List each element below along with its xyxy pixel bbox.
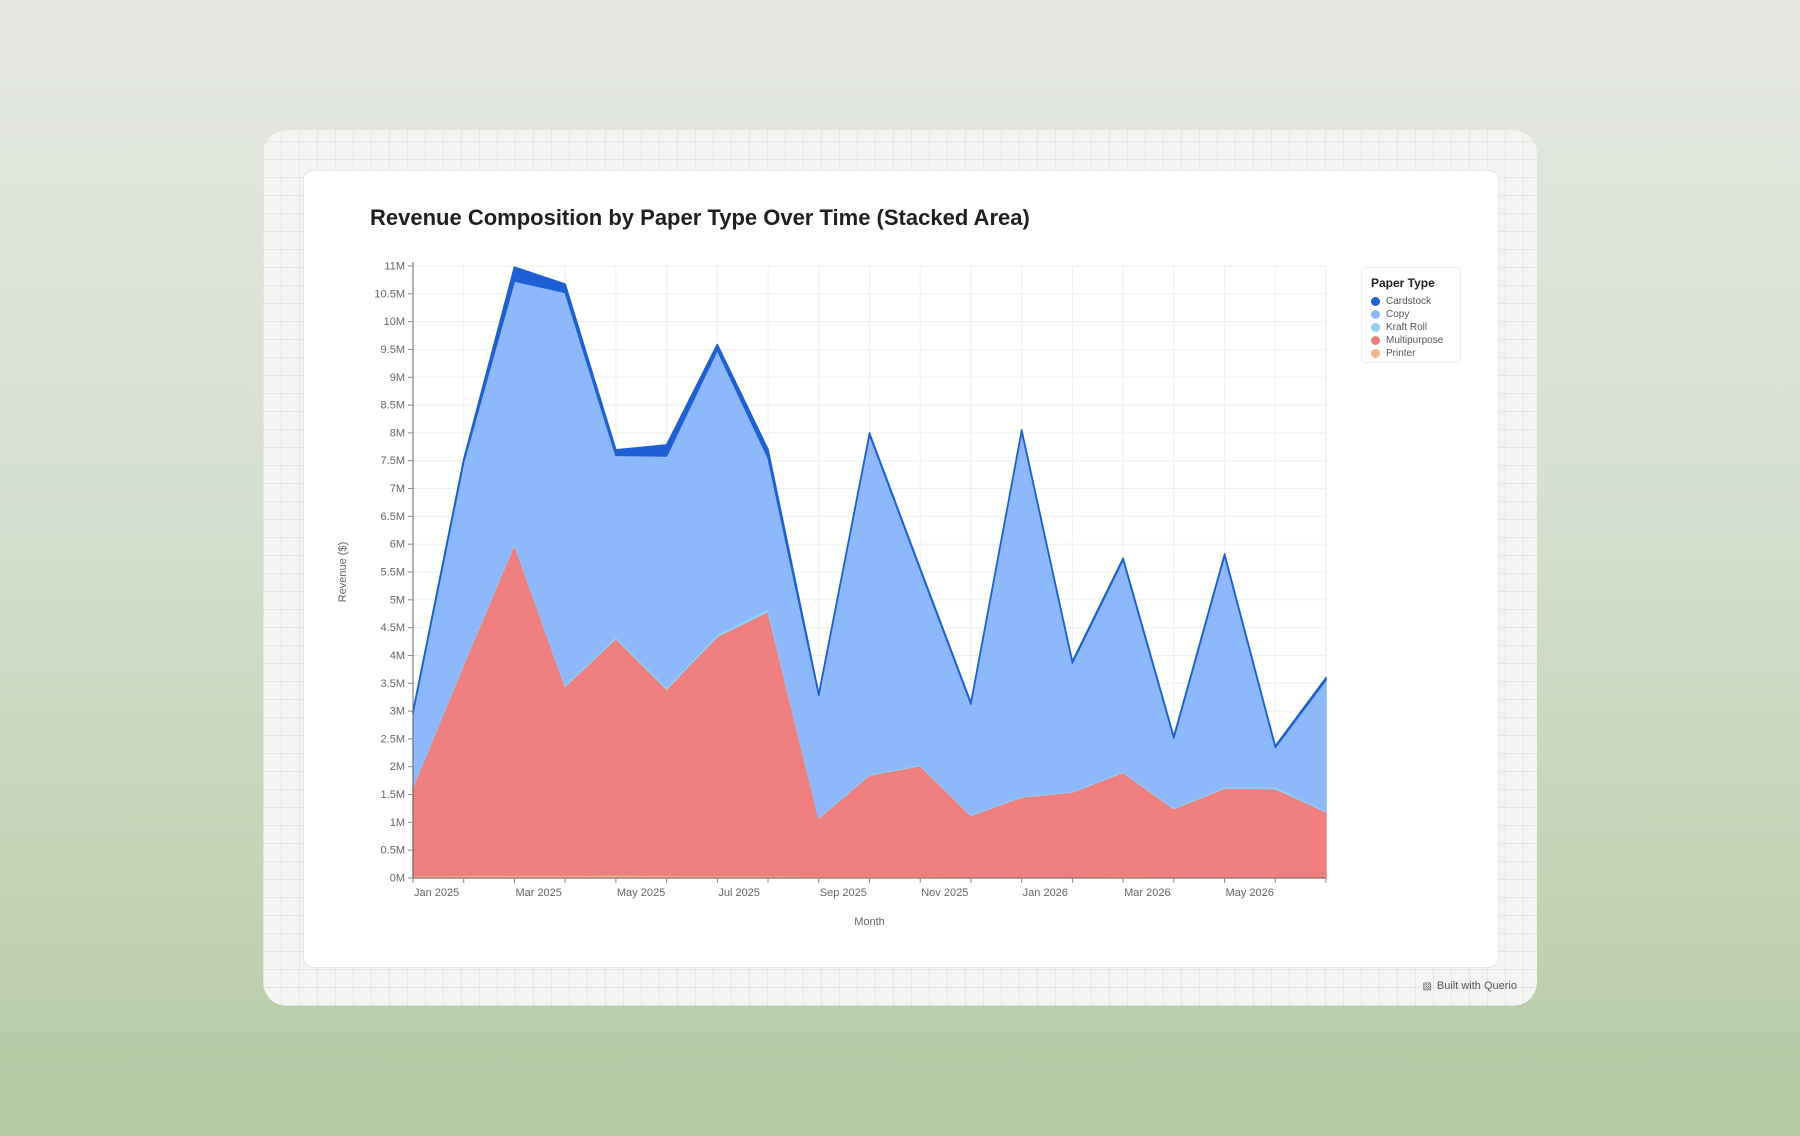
x-tick-label: Mar 2025: [515, 887, 561, 899]
y-tick-label: 0M: [390, 873, 405, 885]
querio-logo-icon: ▧: [1422, 980, 1432, 992]
x-tick-label: May 2025: [617, 887, 665, 899]
x-tick-label: Jan 2026: [1023, 887, 1068, 899]
y-tick-label: 7.5M: [381, 455, 405, 467]
footer-text: Built with Querio: [1436, 980, 1517, 992]
legend-label: Printer: [1386, 348, 1416, 359]
x-tick-label: Nov 2025: [921, 887, 968, 899]
x-axis-label: Month: [854, 916, 885, 928]
legend-label: Multipurpose: [1386, 335, 1444, 346]
y-tick-label: 1.5M: [381, 789, 405, 801]
legend-swatch: [1371, 323, 1380, 332]
y-tick-label: 10M: [384, 316, 405, 328]
y-tick-label: 0.5M: [381, 845, 405, 857]
legend-swatch: [1371, 336, 1380, 345]
x-tick-label: May 2026: [1226, 887, 1274, 899]
y-tick-label: 4.5M: [381, 622, 405, 634]
chart-frame: Revenue Composition by Paper Type Over T…: [263, 130, 1537, 1006]
legend-label: Cardstock: [1386, 296, 1432, 307]
y-tick-label: 5.5M: [381, 567, 405, 579]
y-tick-label: 9M: [390, 372, 405, 384]
y-tick-label: 2M: [390, 761, 405, 773]
y-axis-label: Revenue ($): [337, 542, 349, 603]
y-tick-label: 3.5M: [381, 678, 405, 690]
legend-label: Kraft Roll: [1386, 322, 1428, 333]
chart-title: Revenue Composition by Paper Type Over T…: [370, 205, 1030, 230]
area-cardstock: [412, 266, 1327, 749]
x-tick-label: Mar 2026: [1124, 887, 1170, 899]
legend-label: Copy: [1386, 309, 1410, 320]
y-tick-label: 4M: [390, 650, 405, 662]
legend-swatch: [1371, 349, 1380, 358]
legend-item-kraft-roll[interactable]: Kraft Roll: [1371, 321, 1451, 334]
legend-item-printer[interactable]: Printer: [1371, 347, 1451, 360]
y-tick-label: 1M: [390, 817, 405, 829]
legend-item-cardstock[interactable]: Cardstock: [1371, 295, 1451, 308]
built-with-footer[interactable]: ▧ Built with Querio: [1422, 980, 1517, 992]
legend-item-copy[interactable]: Copy: [1371, 308, 1451, 321]
x-tick-label: Sep 2025: [820, 887, 867, 899]
y-tick-label: 8.5M: [381, 400, 405, 412]
y-tick-label: 8M: [390, 427, 405, 439]
y-tick-label: 10.5M: [374, 288, 405, 300]
legend-swatch: [1371, 310, 1380, 319]
y-tick-label: 7M: [390, 483, 405, 495]
legend-swatch: [1371, 297, 1380, 306]
y-tick-label: 6.5M: [381, 511, 405, 523]
x-tick-label: Jul 2025: [718, 887, 760, 899]
x-tick-label: Jan 2025: [414, 887, 459, 899]
legend-title: Paper Type: [1371, 276, 1435, 290]
y-tick-label: 6M: [390, 539, 405, 551]
y-tick-label: 11M: [384, 261, 405, 273]
y-tick-label: 9.5M: [381, 344, 405, 356]
legend-item-multipurpose[interactable]: Multipurpose: [1371, 334, 1451, 347]
stacked-area-chart: 0M 0.5M 1M 1.5M 2M 2.5M 3M 3.5M 4M 4.5M 5M 5.5M 6M 6.…: [337, 261, 1327, 928]
y-tick-label: 5M: [390, 594, 405, 606]
chart-card: Revenue Composition by Paper Type Over T…: [303, 170, 1499, 968]
legend: Paper Type Cardstock Copy Kraft Roll Multip…: [1361, 267, 1461, 363]
y-tick-label: 3M: [390, 706, 405, 718]
y-tick-label: 2.5M: [381, 733, 405, 745]
